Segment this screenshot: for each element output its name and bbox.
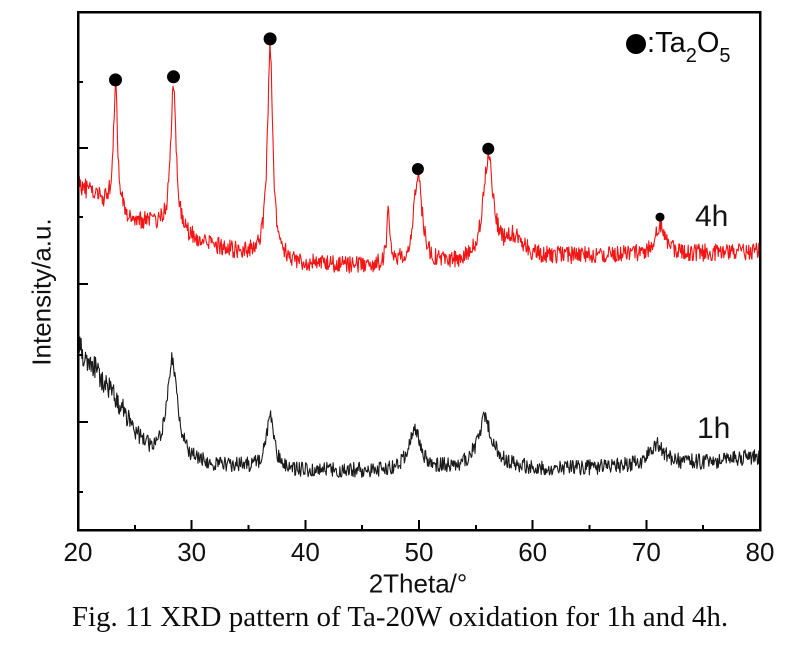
curve-1h — [77, 336, 760, 478]
filled-circle-icon — [626, 34, 646, 54]
legend-formula-sub2: 2 — [685, 45, 697, 67]
x-tick-label: 30 — [177, 537, 206, 567]
legend-separator: : — [647, 27, 656, 59]
legend-formula-o: O — [696, 27, 720, 59]
series-label-4h: 4h — [695, 200, 729, 233]
xrd-plot-canvas: 20 30 40 50 60 70 80 — [64, 10, 775, 567]
legend-formula-sub5: 5 — [719, 45, 731, 67]
x-tick-label: 70 — [632, 537, 661, 567]
plot-frame — [76, 10, 762, 532]
curve-4h — [77, 41, 760, 274]
x-tick-label: 20 — [64, 537, 93, 567]
x-tick-label: 60 — [518, 537, 547, 567]
x-tick-label: 50 — [405, 537, 434, 567]
x-axis-label: 2Theta/° — [368, 568, 468, 599]
x-tick-label: 40 — [291, 537, 320, 567]
peak-marker-icon — [482, 142, 495, 155]
series-label-1h: 1h — [697, 412, 731, 445]
x-tick-label: 80 — [746, 537, 775, 567]
peak-marker-icon — [109, 73, 122, 87]
y-axis-label: Intensity/a.u. — [26, 218, 57, 366]
peak-marker-icon — [263, 32, 277, 46]
peak-marker-icon — [167, 70, 180, 84]
peak-marker-icon — [655, 212, 665, 222]
peak-marker-icon — [411, 163, 424, 175]
legend: :Ta2O5 — [626, 27, 731, 68]
legend-formula-ta: Ta — [655, 27, 686, 59]
figure-caption: Fig. 11 XRD pattern of Ta-20W oxidation … — [71, 601, 729, 633]
